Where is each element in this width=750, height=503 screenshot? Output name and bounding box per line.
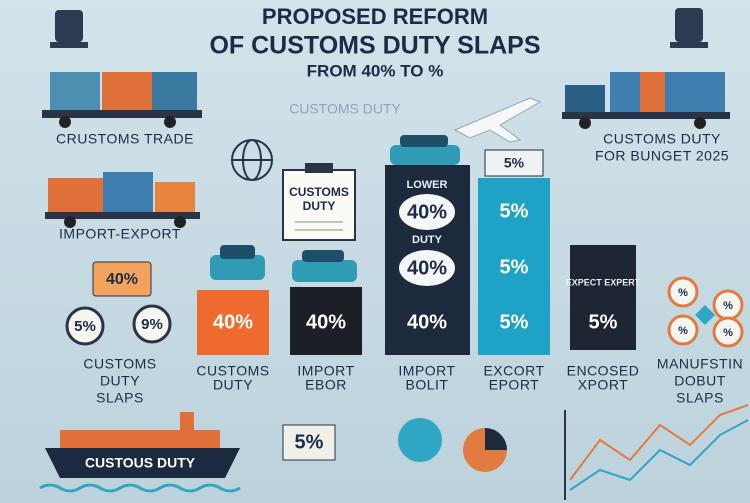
- percent: 40%: [213, 311, 253, 333]
- label: FOR BUNGET 2025: [595, 148, 729, 164]
- caption: BOLIT: [406, 377, 449, 393]
- badge: [65, 306, 105, 346]
- title: PROPOSED REFORM: [262, 4, 488, 29]
- label: CUSTOMS DUTY: [289, 101, 401, 117]
- truck-top-left: [42, 72, 202, 128]
- subtitle: FROM 40% TO %: [307, 61, 444, 80]
- caption: EBOR: [305, 377, 347, 393]
- percent: 5%: [589, 311, 618, 333]
- label: DUTY: [412, 234, 443, 246]
- label: CUSTOMS DUTY: [603, 131, 721, 147]
- label: EXPECT EXPERT: [566, 277, 641, 287]
- percent: 5%: [500, 256, 529, 278]
- truck-left: [45, 172, 200, 228]
- percent: 40%: [407, 201, 447, 223]
- caption: DOBUT: [674, 373, 726, 389]
- badge-label: 9%: [141, 316, 163, 333]
- airplane: [453, 97, 542, 143]
- caption: IMPORT: [297, 363, 354, 379]
- caption: MANUFSTIN: [657, 356, 743, 372]
- percent-card: [282, 424, 336, 461]
- title: OF CUSTOMS DUTY SLAPS: [209, 32, 540, 60]
- label: 5%: [504, 155, 525, 171]
- column: [478, 178, 550, 355]
- badge-label: %: [678, 287, 688, 299]
- caption: ENCOSED: [567, 363, 640, 379]
- caption: XPORT: [578, 377, 628, 393]
- column: [290, 287, 362, 355]
- clipboard: [282, 163, 356, 241]
- percent: 40%: [306, 311, 346, 333]
- percent: 5%: [295, 431, 324, 453]
- caption: DUTY: [100, 373, 140, 389]
- percent: 5%: [500, 311, 529, 333]
- percent: 40%: [407, 311, 447, 333]
- value-bubble: [399, 194, 455, 230]
- percent: 5%: [500, 200, 529, 222]
- pie-slice: [485, 428, 507, 450]
- column: [570, 245, 636, 350]
- line-chart: [564, 404, 749, 500]
- badge-label: %: [723, 300, 733, 312]
- truck-top-right: [562, 72, 730, 129]
- caption: SLAPS: [96, 390, 144, 406]
- caption: EXCORT: [483, 363, 544, 379]
- label: CUSTOMS: [289, 185, 349, 199]
- badge: [132, 304, 172, 344]
- caption: CUSTOMS: [196, 363, 269, 379]
- badge-label: 5%: [74, 318, 96, 335]
- percent: 40%: [106, 271, 138, 288]
- percent-box: [92, 261, 152, 297]
- caption: EPORT: [489, 377, 539, 393]
- emblem-left: [50, 10, 88, 48]
- diamond: [695, 305, 715, 325]
- globe: [398, 418, 442, 462]
- caption: SLAPS: [676, 390, 724, 406]
- label: CRUSTOMS TRADE: [56, 131, 194, 147]
- column: [197, 290, 269, 355]
- badge-label: %: [678, 325, 688, 337]
- label: IMPORT-EXPORT: [59, 226, 181, 242]
- caption: DUTY: [213, 377, 253, 393]
- ship-label: CUSTOUS DUTY: [85, 455, 196, 471]
- globe-icon: [231, 139, 273, 181]
- label: LOWER: [407, 179, 448, 191]
- badge-label: %: [723, 327, 733, 339]
- emblem-right: [670, 8, 708, 48]
- caption: CUSTOMS: [83, 356, 156, 372]
- ship: [39, 412, 241, 493]
- value-bubble: [399, 250, 455, 286]
- caption: IMPORT: [398, 363, 455, 379]
- label: DUTY: [303, 199, 336, 213]
- percent: 40%: [407, 257, 447, 279]
- car-icons: [210, 135, 544, 282]
- right-badges: [667, 276, 744, 348]
